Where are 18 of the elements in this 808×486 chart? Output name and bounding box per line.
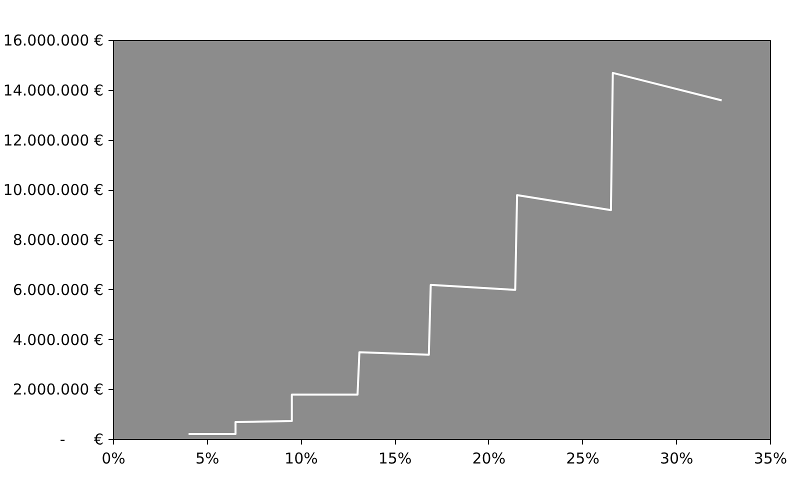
x-tick-label: 25% <box>566 450 600 468</box>
x-tick-label: 20% <box>472 450 506 468</box>
x-tick-label: 15% <box>378 450 412 468</box>
y-tick-label: 8.000.000 € <box>12 231 104 249</box>
y-tick-label: 14.000.000 € <box>3 81 104 100</box>
x-tick-label: 0% <box>102 450 126 468</box>
y-tick-label: 6.000.000 € <box>12 280 104 299</box>
x-tick-label: 35% <box>754 450 788 468</box>
y-tick-label: 10.000.000 € <box>3 181 104 200</box>
x-tick-label: 30% <box>660 450 694 468</box>
x-tick-label: 10% <box>284 450 318 468</box>
y-tick-label: 12.000.000 € <box>3 131 104 150</box>
y-tick-label: 16.000.000 € <box>3 32 104 50</box>
y-tick-label: - € <box>60 430 104 448</box>
line-series <box>188 72 723 436</box>
y-tick-label: 4.000.000 € <box>12 330 104 349</box>
y-tick-label: 2.000.000 € <box>12 380 104 399</box>
x-tick-label: 5% <box>195 450 220 468</box>
